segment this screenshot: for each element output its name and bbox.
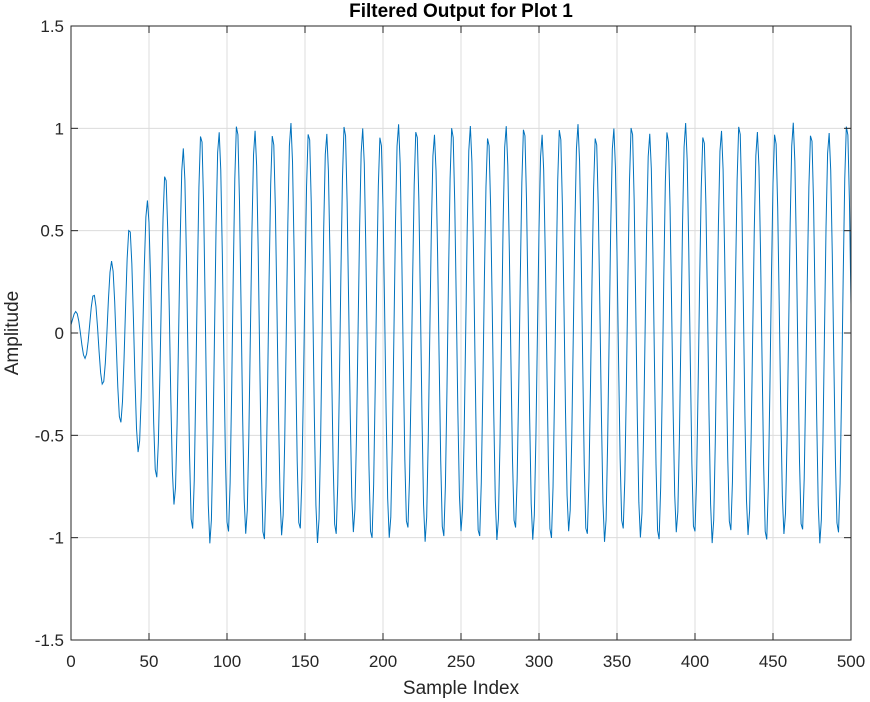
x-tick-label: 500 xyxy=(837,652,865,671)
y-axis-label: Amplitude xyxy=(2,291,23,376)
y-tick-label: 1.5 xyxy=(40,17,64,36)
x-tick-label: 400 xyxy=(681,652,709,671)
x-tick-label: 50 xyxy=(140,652,159,671)
series-line xyxy=(70,122,852,544)
chart-title: Filtered Output for Plot 1 xyxy=(349,1,573,22)
tick-marks xyxy=(70,25,852,641)
y-tick-labels: -1.5 -1 -0.5 0 0.5 1 1.5 xyxy=(35,17,64,650)
y-tick-label: -1.5 xyxy=(35,631,64,650)
y-tick-label: -0.5 xyxy=(35,426,64,445)
x-tick-label: 350 xyxy=(603,652,631,671)
y-tick-label: 0.5 xyxy=(40,222,64,241)
y-tick-label: 1 xyxy=(55,119,64,138)
y-tick-label: 0 xyxy=(55,324,64,343)
series-layer xyxy=(70,122,852,544)
x-tick-label: 0 xyxy=(66,652,75,671)
x-tick-label: 450 xyxy=(759,652,787,671)
x-tick-labels: 0 50 100 150 200 250 300 350 400 450 500 xyxy=(66,652,865,671)
x-tick-label: 200 xyxy=(369,652,397,671)
x-axis-label: Sample Index xyxy=(403,678,520,699)
x-tick-label: 150 xyxy=(291,652,319,671)
x-tick-label: 300 xyxy=(525,652,553,671)
y-tick-label: -1 xyxy=(49,529,64,548)
x-tick-label: 100 xyxy=(213,652,241,671)
x-tick-label: 250 xyxy=(447,652,475,671)
